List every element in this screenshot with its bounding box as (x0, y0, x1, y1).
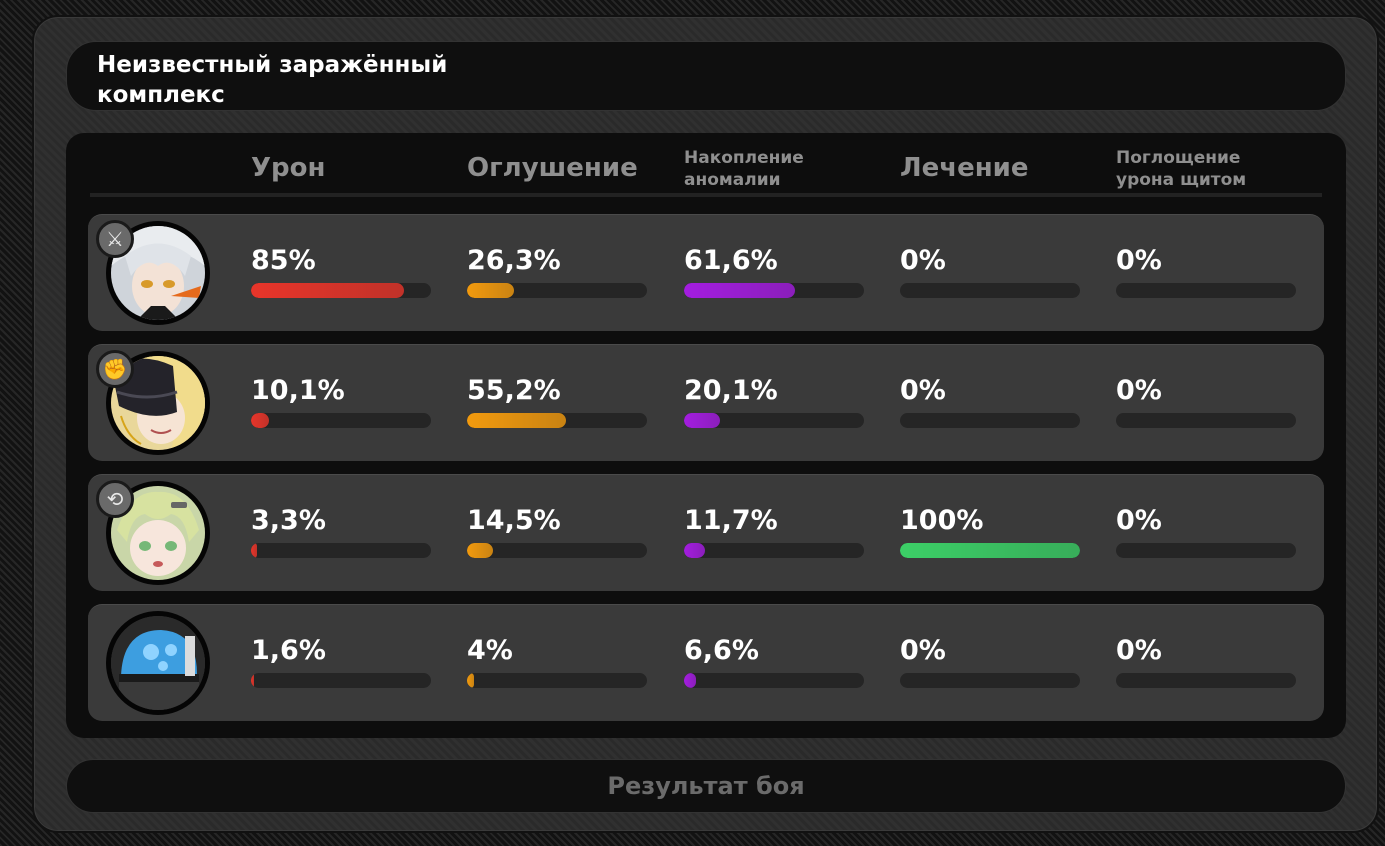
daze-bar (467, 283, 647, 298)
damage-cell: 85% (251, 245, 431, 298)
damage-value: 10,1% (251, 375, 345, 406)
column-header-daze: Оглушение (467, 153, 638, 183)
anomaly-cell: 20,1% (684, 375, 864, 428)
shield-value: 0% (1116, 245, 1162, 276)
agent-row[interactable]: ⚔ 85% 26,3% 61,6% 0% 0% (88, 214, 1324, 331)
shield-value: 0% (1116, 375, 1162, 406)
anomaly-bar-fill (684, 543, 706, 558)
stun-role-icon: ✊ (96, 350, 134, 388)
anomaly-value: 20,1% (684, 375, 778, 406)
healing-cell: 0% (900, 635, 1080, 688)
anomaly-bar (684, 543, 864, 558)
daze-bar (467, 673, 647, 688)
daze-cell: 55,2% (467, 375, 647, 428)
shield-bar (1116, 543, 1296, 558)
anomaly-bar-fill (684, 413, 721, 428)
shield-bar (1116, 413, 1296, 428)
agent-portrait-green-hair (106, 481, 210, 585)
healing-value: 100% (900, 505, 984, 536)
daze-cell: 26,3% (467, 245, 647, 298)
column-header-shield: Поглощение урона щитом (1116, 148, 1247, 190)
daze-value: 26,3% (467, 245, 561, 276)
healing-bar-fill (900, 543, 1080, 558)
damage-bar-fill (251, 673, 254, 688)
daze-cell: 4% (467, 635, 647, 688)
damage-value: 85% (251, 245, 316, 276)
anomaly-cell: 6,6% (684, 635, 864, 688)
page-title: Неизвестный заражённый комплекс (97, 52, 448, 108)
bangboo-portrait-blue-helmet (106, 611, 210, 715)
shield-value: 0% (1116, 505, 1162, 536)
column-header-anomaly: Накопление аномалии (684, 148, 804, 190)
shield-cell: 0% (1116, 635, 1296, 688)
column-header-damage: Урон (251, 153, 326, 183)
daze-cell: 14,5% (467, 505, 647, 558)
healing-bar (900, 673, 1080, 688)
anomaly-value: 6,6% (684, 635, 759, 666)
damage-value: 3,3% (251, 505, 326, 536)
header-divider (90, 193, 1322, 197)
battle-result-button[interactable]: Результат боя (66, 759, 1346, 813)
damage-value: 1,6% (251, 635, 326, 666)
anomaly-bar (684, 673, 864, 688)
shield-value: 0% (1116, 635, 1162, 666)
daze-bar-fill (467, 283, 515, 298)
column-header-healing: Лечение (900, 153, 1029, 183)
agent-row[interactable]: ✊ 10,1% 55,2% 20,1% 0% 0% (88, 344, 1324, 461)
damage-cell: 3,3% (251, 505, 431, 558)
agent-portrait-silver-hair (106, 221, 210, 325)
shield-cell: 0% (1116, 375, 1296, 428)
healing-bar (900, 543, 1080, 558)
shield-bar (1116, 283, 1296, 298)
stats-table: Урон Оглушение Накопление аномалии Лечен… (66, 133, 1346, 738)
daze-bar (467, 543, 647, 558)
damage-bar (251, 543, 431, 558)
daze-bar (467, 413, 647, 428)
damage-bar (251, 673, 431, 688)
shield-cell: 0% (1116, 245, 1296, 298)
anomaly-bar-fill (684, 283, 795, 298)
anomaly-cell: 11,7% (684, 505, 864, 558)
daze-value: 55,2% (467, 375, 561, 406)
healing-cell: 100% (900, 505, 1080, 558)
healing-value: 0% (900, 375, 946, 406)
agent-row[interactable]: ⟲ 3,3% 14,5% 11,7% 100% 0% (88, 474, 1324, 591)
shield-bar (1116, 673, 1296, 688)
healing-cell: 0% (900, 245, 1080, 298)
attack-role-icon: ⚔ (96, 220, 134, 258)
healing-value: 0% (900, 635, 946, 666)
daze-bar-fill (467, 673, 475, 688)
support-role-icon: ⟲ (96, 480, 134, 518)
anomaly-value: 11,7% (684, 505, 778, 536)
shield-cell: 0% (1116, 505, 1296, 558)
damage-bar (251, 413, 431, 428)
anomaly-cell: 61,6% (684, 245, 864, 298)
damage-cell: 10,1% (251, 375, 431, 428)
anomaly-bar-fill (684, 673, 696, 688)
daze-value: 4% (467, 635, 513, 666)
healing-bar (900, 413, 1080, 428)
damage-bar (251, 283, 431, 298)
anomaly-value: 61,6% (684, 245, 778, 276)
agent-row[interactable]: 1,6% 4% 6,6% 0% 0% (88, 604, 1324, 721)
damage-bar-fill (251, 413, 270, 428)
damage-bar-fill (251, 283, 404, 298)
header-bar: Неизвестный заражённый комплекс (66, 41, 1346, 111)
healing-cell: 0% (900, 375, 1080, 428)
anomaly-bar (684, 413, 864, 428)
daze-value: 14,5% (467, 505, 561, 536)
anomaly-bar (684, 283, 864, 298)
damage-cell: 1,6% (251, 635, 431, 688)
damage-bar-fill (251, 543, 257, 558)
healing-value: 0% (900, 245, 946, 276)
daze-bar-fill (467, 413, 567, 428)
healing-bar (900, 283, 1080, 298)
daze-bar-fill (467, 543, 494, 558)
